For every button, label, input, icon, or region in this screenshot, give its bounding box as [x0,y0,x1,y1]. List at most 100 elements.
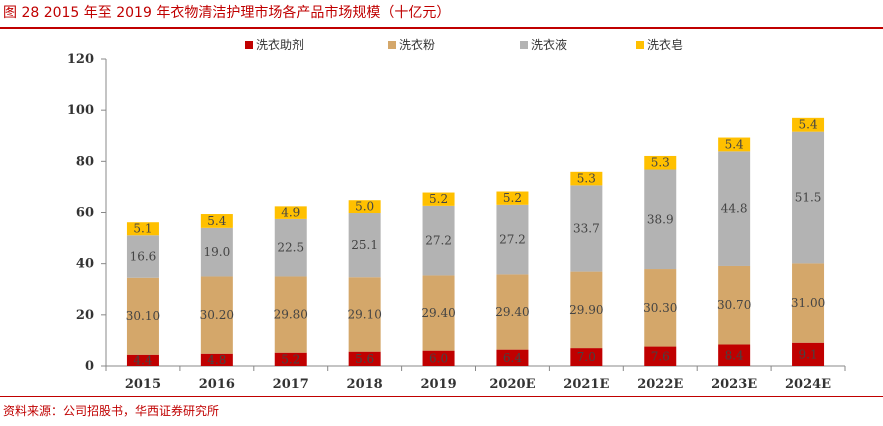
data-label: 6.0 [429,351,448,365]
source-note: 资料来源：公司招股书，华西证券研究所 [3,404,220,418]
bar-segment-2 [644,269,677,347]
data-label: 44.8 [721,202,748,216]
bar-segment-2 [200,276,233,354]
bar-segment-4 [496,191,529,205]
legend-label: 洗衣粉 [399,37,435,52]
bar-segment-2 [274,276,307,353]
bar-segment-4 [644,155,677,170]
data-label: 31.00 [791,296,825,310]
data-label: 30.10 [126,309,160,323]
data-label: 5.4 [207,214,226,228]
bar-segment-3 [422,205,455,276]
bar-segment-4 [200,214,233,228]
data-label: 27.2 [499,233,526,247]
bar-segment-3 [496,204,529,275]
data-label: 6.4 [503,351,522,365]
x-tick-label: 2023E [711,377,757,392]
legend-label: 洗衣液 [531,37,567,52]
data-label: 29.80 [274,308,308,322]
top-rule [0,27,883,29]
data-label: 4.8 [207,353,226,367]
data-label: 30.20 [200,308,234,322]
bar-segment-3 [126,235,159,278]
bar-segment-2 [496,274,529,350]
data-label: 8.4 [725,348,744,362]
data-label: 7.6 [651,349,670,363]
bar-segment-2 [792,263,825,343]
x-tick-label: 2018 [347,377,383,392]
data-label: 5.4 [725,137,744,151]
bar-segment-1 [496,349,529,366]
data-label: 4.9 [281,206,300,220]
figure-caption: 图 28 2015 年至 2019 年衣物清洁护理市场各产品市场规模（十亿元） [3,5,451,21]
y-tick-label: 60 [76,206,94,221]
data-label: 29.40 [495,305,529,319]
bar-segment-3 [644,169,677,270]
data-label: 4.4 [133,353,152,367]
bar-segment-1 [718,344,751,366]
data-label: 5.4 [799,118,818,132]
legend-label: 洗衣皂 [647,37,683,52]
data-label: 5.0 [355,200,374,214]
bar-segment-1 [126,354,159,366]
data-label: 5.3 [577,172,596,186]
data-label: 9.1 [799,347,818,361]
stacked-bar-chart: 0 20 40 60 80 100 120 2015 4.4 30.10 16.6 5.1 2016 4.… [67,37,846,392]
data-label: 16.6 [130,250,157,264]
x-tick-label: 2017 [273,377,309,392]
data-label: 7.0 [577,350,596,364]
x-tick-label: 2019 [420,377,456,392]
bar-segment-1 [200,353,233,366]
bar-segment-2 [422,275,455,351]
data-label: 5.2 [503,191,522,205]
y-tick-label: 100 [67,103,94,118]
bar-segment-2 [570,271,603,349]
bar-segment-2 [348,277,381,352]
bar-segment-4 [274,206,307,219]
bar-segment-4 [718,137,751,152]
bar-segment-1 [422,350,455,366]
x-tick-label: 2024E [785,377,831,392]
y-tick-label: 120 [67,52,94,67]
y-tick-label: 20 [76,308,94,323]
y-tick-label: 40 [76,257,94,272]
data-label: 5.6 [355,352,374,366]
data-label: 30.70 [717,298,751,312]
legend-swatch [636,41,644,49]
bar-segment-4 [348,200,381,214]
bar-segment-4 [792,117,825,132]
bar-segment-1 [348,351,381,366]
data-label: 22.5 [277,241,304,255]
bar-segment-3 [348,213,381,278]
bar-segment-2 [126,277,159,355]
x-tick-label: 2021E [563,377,609,392]
data-label: 5.2 [429,192,448,206]
bar-segment-4 [570,171,603,186]
bar-segment-1 [570,348,603,366]
legend-swatch [520,41,528,49]
data-label: 5.3 [651,156,670,170]
x-tick-label: 2022E [637,377,683,392]
x-tick-label: 2020E [489,377,535,392]
bar-segment-3 [200,227,233,277]
bar-segment-4 [422,192,455,206]
legend-label: 洗衣助剂 [256,37,304,52]
data-label: 33.7 [573,221,600,235]
x-tick-label: 2016 [199,377,235,392]
bar-segment-3 [792,131,825,264]
data-label: 38.9 [647,212,674,226]
y-tick-label: 0 [85,359,94,374]
bottom-rule [0,396,883,397]
data-label: 30.30 [643,301,677,315]
bar-segment-1 [644,346,677,366]
data-label: 25.1 [351,238,378,252]
bar-segment-3 [718,151,751,266]
bar-segment-1 [792,342,825,366]
data-label: 27.2 [425,234,452,248]
data-label: 29.10 [347,307,381,321]
bar-segment-3 [570,185,603,272]
bar-segment-1 [274,352,307,366]
data-label: 29.90 [569,303,603,317]
data-label: 29.40 [421,306,455,320]
data-label: 51.5 [795,191,822,205]
